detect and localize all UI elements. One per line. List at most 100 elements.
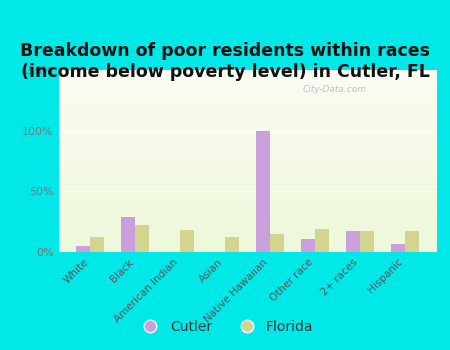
Bar (58, 168, 436, 170)
Bar (58, 146, 436, 148)
Bar (58, 243, 436, 245)
Legend: Cutler, Florida: Cutler, Florida (131, 314, 319, 340)
Bar (58, 123, 436, 125)
Bar (405, 231, 419, 252)
Bar (58, 145, 436, 146)
Bar (225, 237, 239, 252)
Bar (58, 103, 436, 105)
Bar (58, 176, 436, 177)
Bar (346, 231, 360, 252)
Bar (58, 134, 436, 135)
Bar (58, 143, 436, 145)
Bar (58, 114, 436, 116)
Bar (135, 225, 149, 252)
Text: City-Data.com: City-Data.com (302, 85, 366, 94)
Bar (180, 230, 194, 252)
Bar (58, 139, 436, 141)
Bar (58, 181, 436, 183)
Bar (270, 234, 284, 252)
Bar (121, 217, 135, 252)
Bar (58, 250, 436, 252)
Bar (58, 197, 436, 199)
Bar (58, 110, 436, 112)
Bar (58, 92, 436, 94)
Bar (58, 106, 436, 108)
Bar (58, 130, 436, 132)
Bar (90, 237, 104, 252)
Bar (58, 154, 436, 155)
Bar (58, 167, 436, 168)
Bar (58, 237, 436, 239)
Bar (58, 236, 436, 237)
Bar (58, 99, 436, 101)
Bar (58, 190, 436, 192)
Bar (58, 214, 436, 216)
Bar (58, 177, 436, 179)
Bar (58, 194, 436, 196)
Bar (58, 72, 436, 74)
Bar (58, 208, 436, 210)
Bar (58, 163, 436, 164)
Bar (58, 245, 436, 246)
Bar (391, 244, 405, 252)
Bar (58, 241, 436, 243)
Bar (58, 188, 436, 190)
Bar (58, 141, 436, 143)
Bar (58, 210, 436, 212)
Bar (58, 199, 436, 201)
Bar (58, 86, 436, 88)
Bar (58, 126, 436, 128)
Bar (58, 81, 436, 83)
Bar (58, 203, 436, 205)
Bar (58, 206, 436, 208)
Bar (58, 132, 436, 134)
Bar (58, 234, 436, 236)
Bar (58, 205, 436, 206)
Bar (58, 216, 436, 217)
Bar (58, 155, 436, 158)
Bar (58, 79, 436, 81)
Bar (58, 172, 436, 174)
Bar (58, 246, 436, 248)
Bar (58, 228, 436, 230)
Bar (58, 219, 436, 221)
Bar (58, 164, 436, 167)
Bar (58, 70, 436, 72)
Bar (58, 77, 436, 79)
Bar (58, 105, 436, 106)
Bar (58, 117, 436, 119)
Bar (256, 131, 270, 252)
Bar (76, 246, 90, 252)
Bar (58, 112, 436, 114)
Bar (58, 135, 436, 137)
Bar (58, 174, 436, 176)
Bar (58, 94, 436, 96)
Bar (58, 170, 436, 172)
Text: Breakdown of poor residents within races
(income below poverty level) in Cutler,: Breakdown of poor residents within races… (20, 42, 430, 81)
Bar (58, 239, 436, 241)
Bar (58, 137, 436, 139)
Bar (58, 158, 436, 159)
Bar (58, 183, 436, 185)
Bar (58, 119, 436, 121)
Bar (315, 229, 329, 252)
Bar (58, 74, 436, 76)
Bar (58, 101, 436, 103)
Bar (58, 152, 436, 154)
Bar (58, 116, 436, 117)
Bar (58, 201, 436, 203)
Bar (58, 196, 436, 197)
Bar (58, 221, 436, 223)
Bar (58, 85, 436, 86)
Bar (58, 128, 436, 130)
Bar (58, 148, 436, 150)
Bar (58, 97, 436, 99)
Bar (58, 232, 436, 234)
Bar (58, 150, 436, 152)
Bar (58, 230, 436, 232)
Bar (58, 217, 436, 219)
Bar (58, 108, 436, 110)
Bar (58, 212, 436, 214)
Bar (58, 226, 436, 228)
Bar (58, 83, 436, 85)
